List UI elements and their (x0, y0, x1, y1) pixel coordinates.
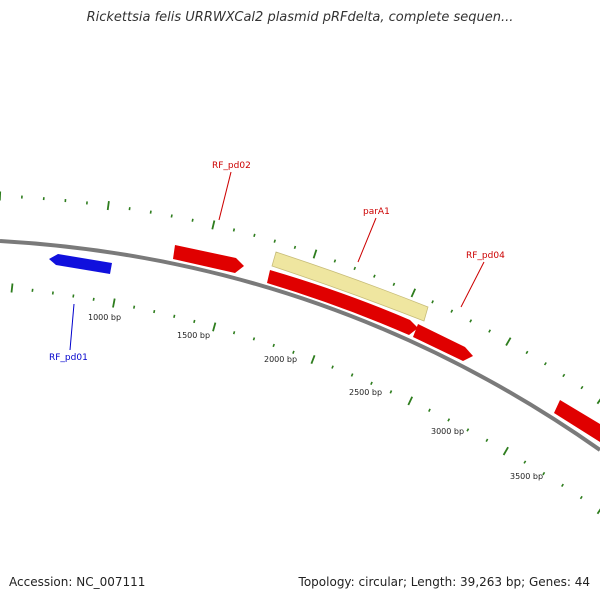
gene-rf-pd01[interactable] (49, 254, 112, 274)
scale-label-2000: 2000 bp (264, 355, 297, 364)
inner-tick-track (10, 283, 600, 515)
scale-label-3000: 3000 bp (431, 427, 464, 436)
outer-tick (488, 329, 492, 333)
inner-tick (133, 305, 136, 309)
gene-right-edge[interactable] (554, 400, 600, 442)
leader-rf-pd01 (69, 303, 75, 351)
outer-tick (333, 259, 337, 263)
inner-tick (370, 381, 373, 386)
outer-tick (191, 218, 194, 222)
scale-label-1000: 1000 bp (88, 313, 121, 322)
outer-tick (525, 350, 529, 355)
inner-tick (173, 314, 176, 318)
summary-text: Topology: circular; Length: 39,263 bp; G… (298, 575, 590, 589)
label-rf-pd04[interactable]: RF_pd04 (466, 251, 505, 261)
inner-tick (389, 390, 393, 394)
outer-tick (353, 266, 357, 271)
leader-para1 (357, 217, 377, 263)
outer-tick (149, 210, 152, 214)
outer-tick (543, 362, 547, 366)
outer-tick (562, 373, 566, 378)
outer-tick (505, 337, 512, 346)
inner-tick (212, 322, 217, 332)
inner-tick (10, 283, 14, 293)
inner-tick (112, 298, 116, 308)
map-title: Rickettsia felis URRWXCal2 plasmid pRFde… (86, 10, 514, 25)
inner-tick (502, 446, 509, 456)
outer-tick (596, 398, 600, 405)
leader-rf-pd04 (460, 261, 485, 308)
outer-tick (392, 282, 396, 287)
outer-tick (469, 319, 473, 323)
outer-tick (232, 228, 236, 232)
inner-tick (292, 350, 295, 354)
inner-tick (310, 354, 316, 365)
accession-text: Accession: NC_007111 (9, 575, 146, 589)
outer-tick (211, 220, 216, 230)
feature-para1[interactable] (271, 251, 429, 322)
inner-tick (252, 337, 256, 341)
backbone-arc (0, 239, 600, 452)
inner-tick (407, 396, 414, 406)
outer-tick (450, 309, 454, 313)
inner-tick (272, 343, 275, 348)
gene-rf-pd03[interactable] (267, 270, 418, 335)
inner-tick (523, 460, 527, 464)
inner-tick (596, 508, 600, 515)
inner-tick (561, 483, 564, 488)
inner-tick (232, 331, 236, 335)
outer-tick (170, 214, 173, 218)
inner-tick (350, 373, 354, 377)
scale-label-2500: 2500 bp (349, 388, 382, 397)
outer-tick (431, 300, 434, 304)
outer-tick (580, 385, 584, 390)
outer-tick (273, 239, 276, 243)
outer-tick (106, 200, 110, 211)
label-rf-pd02[interactable]: RF_pd02 (212, 161, 251, 171)
gene-rf-pd02[interactable] (173, 245, 244, 273)
inner-tick (428, 408, 431, 412)
outer-tick-track (0, 191, 600, 405)
inner-tick (92, 297, 95, 301)
outer-tick (373, 274, 376, 278)
outer-tick (410, 288, 417, 298)
inner-tick (447, 418, 451, 422)
scale-label-1500: 1500 bp (177, 331, 210, 340)
scale-label-3500: 3500 bp (510, 472, 543, 481)
inner-tick (466, 428, 470, 432)
outer-tick (253, 233, 256, 238)
inner-tick (542, 471, 546, 476)
leader-rf-pd02 (218, 171, 232, 221)
inner-tick (193, 319, 196, 324)
inner-tick (331, 365, 334, 369)
inner-tick (579, 495, 583, 500)
gene-rf-pd04[interactable] (413, 324, 473, 361)
label-rf-pd01[interactable]: RF_pd01 (49, 353, 88, 363)
outer-tick (312, 249, 318, 259)
inner-tick (153, 309, 156, 314)
label-para1[interactable]: parA1 (363, 207, 390, 217)
outer-tick (293, 245, 297, 250)
inner-tick (72, 294, 75, 298)
inner-tick (485, 438, 489, 442)
